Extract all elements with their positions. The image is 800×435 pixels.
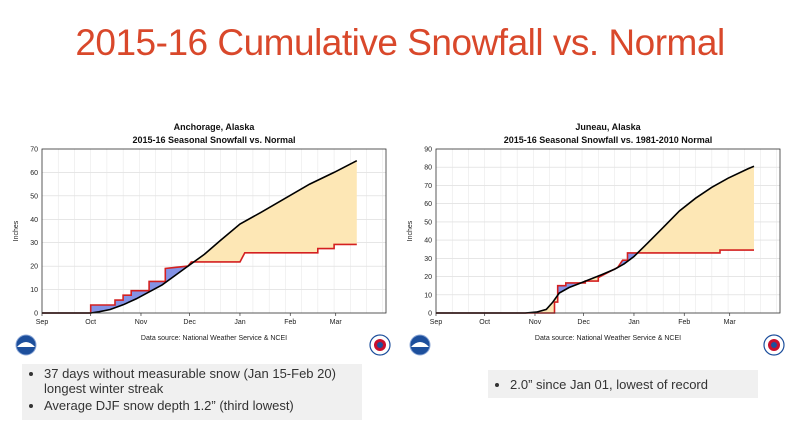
- above-normal-fill: [526, 285, 559, 313]
- plot-frame: [41, 148, 387, 314]
- anchorage-note-1: 37 days without measurable snow (Jan 15-…: [44, 366, 362, 396]
- y-tick-label: 60: [30, 170, 38, 177]
- normal-snowfall-line: [42, 243, 357, 314]
- y-tick-label: 40: [30, 217, 38, 224]
- y-tick-label: 30: [424, 256, 432, 263]
- observed-snowfall-line: [42, 159, 358, 314]
- y-tick-label: 70: [424, 183, 432, 190]
- y-tick-label: 40: [424, 238, 432, 245]
- noaa-logo: [409, 334, 431, 356]
- anchorage-chart-panel: Anchorage, Alaska 2015-16 Seasonal Snowfa…: [8, 118, 400, 358]
- y-tick-label: 60: [424, 201, 432, 208]
- observed-snowfall-line: [436, 165, 755, 314]
- plot-frame: [435, 148, 781, 314]
- y-tick-label: 50: [424, 219, 432, 226]
- y-tick-label: 50: [30, 193, 38, 200]
- x-tick-label: Dec: [577, 319, 590, 326]
- above-normal-fill: [194, 160, 357, 262]
- x-tick-label: Dec: [183, 319, 196, 326]
- y-tick-label: 70: [30, 147, 38, 154]
- x-tick-label: Nov: [135, 319, 148, 326]
- chart-title: 2015-16 Seasonal Snowfall vs. 1981-2010 …: [504, 135, 713, 145]
- anchorage-snowfall-chart: Anchorage, Alaska 2015-16 Seasonal Snowfa…: [13, 122, 391, 356]
- juneau-snowfall-chart: Juneau, Alaska 2015-16 Seasonal Snowfall …: [407, 122, 785, 356]
- nws-logo: [763, 334, 785, 356]
- chart-location: Anchorage, Alaska: [174, 122, 256, 132]
- nws-logo: [369, 334, 391, 356]
- data-source: Data source: National Weather Service & …: [141, 335, 287, 342]
- above-normal-fill: [638, 166, 754, 253]
- x-tick-label: Nov: [529, 319, 542, 326]
- x-tick-label: Feb: [284, 319, 296, 326]
- x-tick-label: Jan: [628, 319, 639, 326]
- y-axis-label: Inches: [13, 220, 20, 241]
- y-tick-label: 20: [424, 274, 432, 281]
- juneau-notes: 2.0” since Jan 01, lowest of record: [488, 370, 758, 398]
- y-axis-label: Inches: [407, 220, 414, 241]
- page-title: 2015-16 Cumulative Snowfall vs. Normal: [75, 22, 725, 63]
- juneau-chart-panel: Juneau, Alaska 2015-16 Seasonal Snowfall …: [402, 118, 794, 358]
- y-tick-label: 20: [30, 264, 38, 271]
- x-tick-label: Oct: [479, 319, 490, 326]
- y-tick-label: 30: [30, 240, 38, 247]
- x-tick-label: Jan: [234, 319, 245, 326]
- y-tick-label: 0: [428, 311, 432, 318]
- anchorage-notes: 37 days without measurable snow (Jan 15-…: [22, 364, 362, 420]
- x-tick-label: Mar: [330, 319, 343, 326]
- x-tick-label: Sep: [430, 319, 443, 326]
- anchorage-note-2: Average DJF snow depth 1.2” (third lowes…: [44, 398, 362, 413]
- noaa-logo: [15, 334, 37, 356]
- x-tick-label: Mar: [724, 319, 737, 326]
- x-tick-label: Sep: [36, 319, 49, 326]
- chart-title: 2015-16 Seasonal Snowfall vs. Normal: [132, 135, 295, 145]
- y-tick-label: 90: [424, 147, 432, 154]
- chart-location: Juneau, Alaska: [575, 122, 641, 132]
- y-tick-label: 10: [424, 292, 432, 299]
- y-tick-label: 0: [34, 311, 38, 318]
- data-source: Data source: National Weather Service & …: [535, 335, 681, 342]
- x-tick-label: Feb: [678, 319, 690, 326]
- juneau-note-1: 2.0” since Jan 01, lowest of record: [510, 377, 758, 392]
- y-tick-label: 80: [424, 165, 432, 172]
- x-tick-label: Oct: [85, 319, 96, 326]
- y-tick-label: 10: [30, 287, 38, 294]
- normal-snowfall-line: [436, 249, 754, 314]
